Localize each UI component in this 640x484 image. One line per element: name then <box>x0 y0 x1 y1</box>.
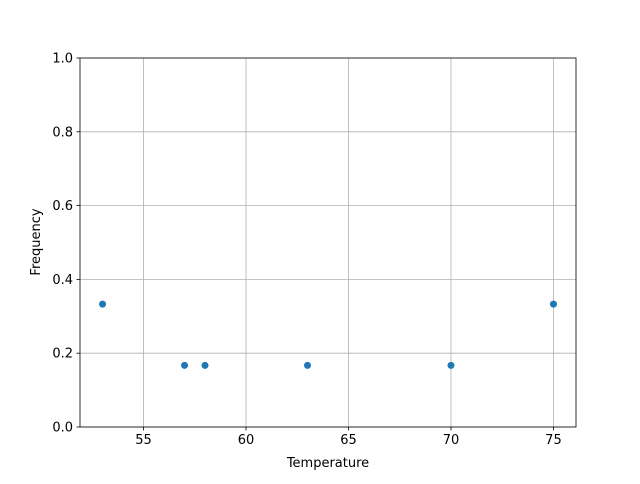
x-axis-label: Temperature <box>286 456 369 471</box>
data-point <box>181 361 189 369</box>
x-tick-label: 60 <box>238 433 255 448</box>
data-point <box>549 300 557 308</box>
data-point <box>304 361 312 369</box>
y-tick-label: 0.0 <box>52 421 73 436</box>
y-axis: 0.0 0.2 0.4 0.6 0.8 1.0 <box>52 52 80 436</box>
x-tick-label: 70 <box>443 433 460 448</box>
data-point <box>99 300 107 308</box>
y-axis-label: Frequency <box>29 208 44 275</box>
y-tick-label: 1.0 <box>52 52 73 67</box>
x-tick-label: 55 <box>135 433 152 448</box>
data-points <box>99 300 557 369</box>
y-tick-label: 0.4 <box>52 273 73 288</box>
grid <box>80 57 576 428</box>
data-point <box>447 361 455 369</box>
x-axis: 55 60 65 70 75 <box>135 427 562 448</box>
x-tick-label: 75 <box>545 433 562 448</box>
y-tick-label: 0.6 <box>52 199 73 214</box>
y-tick-label: 0.2 <box>52 347 73 362</box>
data-point <box>201 361 209 369</box>
x-tick-label: 65 <box>340 433 357 448</box>
y-tick-label: 0.8 <box>52 125 73 140</box>
plot-frame <box>79 57 577 428</box>
